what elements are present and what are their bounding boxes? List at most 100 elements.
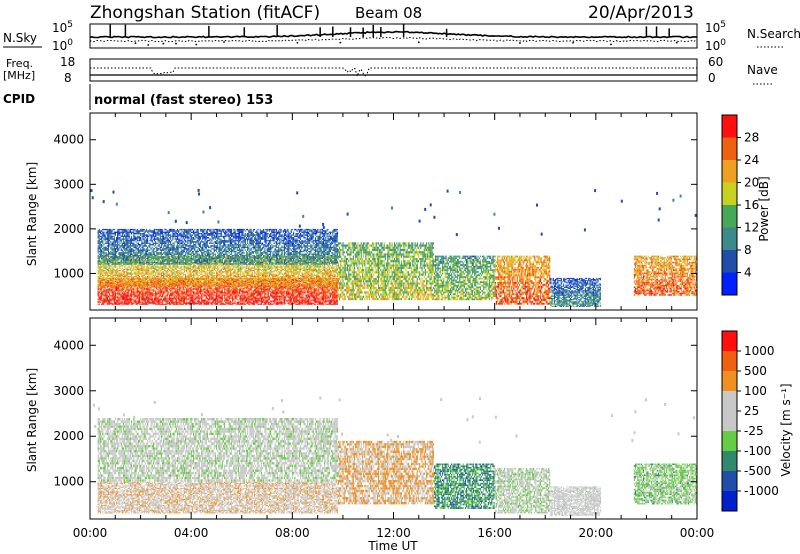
data-cell — [211, 296, 212, 297]
data-cell — [214, 288, 215, 289]
data-cell — [122, 290, 123, 291]
data-cell — [170, 294, 171, 295]
data-cell — [138, 283, 139, 284]
data-cell — [119, 292, 120, 293]
data-cell — [116, 300, 117, 301]
data-cell — [209, 290, 210, 291]
data-cell — [171, 302, 172, 303]
data-cell — [199, 298, 200, 299]
data-cell — [122, 298, 123, 299]
data-cell — [141, 287, 142, 288]
data-cell — [137, 303, 138, 304]
data-cell — [115, 298, 116, 299]
data-cell — [144, 303, 145, 304]
freq-tick-top: 18 — [60, 55, 75, 69]
data-cell — [109, 292, 110, 293]
data-cell — [169, 287, 170, 288]
data-cell — [105, 290, 106, 291]
data-cell — [99, 301, 100, 302]
data-cell — [177, 283, 178, 284]
data-cell — [109, 288, 110, 289]
data-cell — [101, 304, 102, 305]
data-cell — [136, 288, 137, 289]
data-cell — [132, 299, 133, 300]
data-cell — [180, 298, 181, 299]
data-cell — [168, 301, 169, 302]
data-cell — [209, 294, 210, 295]
data-cell — [149, 287, 150, 288]
data-cell — [200, 287, 201, 288]
data-cell — [111, 290, 112, 291]
data-cell — [98, 291, 99, 292]
data-cell — [164, 298, 165, 299]
data-cell — [115, 287, 116, 288]
data-cell — [146, 295, 147, 296]
data-cell — [162, 300, 163, 301]
data-cell — [101, 290, 102, 291]
data-cell — [138, 290, 139, 291]
data-cell — [151, 296, 152, 297]
data-cell — [111, 298, 112, 299]
data-cell — [197, 290, 198, 291]
data-cell — [113, 294, 114, 295]
data-cell — [147, 294, 148, 295]
data-cell — [119, 283, 120, 284]
data-cell — [210, 287, 211, 288]
nave-label: Nave — [747, 63, 778, 77]
data-cell — [213, 304, 214, 305]
data-cell — [100, 298, 101, 299]
data-cell — [211, 292, 212, 293]
data-cell — [124, 287, 125, 288]
data-cell — [126, 294, 127, 295]
data-cell — [151, 302, 152, 303]
data-cell — [206, 295, 207, 296]
data-cell — [182, 287, 183, 288]
data-cell — [117, 298, 118, 299]
nave-tick-top: 60 — [708, 55, 723, 69]
data-cell — [191, 278, 192, 279]
data-cell — [159, 302, 160, 303]
data-cell — [187, 287, 188, 288]
data-cell — [197, 296, 198, 297]
data-cell — [102, 287, 103, 288]
data-cell — [161, 304, 162, 305]
data-cell — [175, 301, 176, 302]
data-cell — [151, 287, 152, 288]
data-cell — [98, 302, 99, 303]
data-cell — [100, 291, 101, 292]
data-cell — [188, 294, 189, 295]
data-cell — [207, 302, 208, 303]
data-cell — [100, 295, 101, 296]
nsearch-trace — [90, 37, 697, 41]
nsky-dip-dot — [572, 42, 574, 44]
data-cell — [175, 288, 176, 289]
data-cell — [119, 303, 120, 304]
data-cell — [198, 291, 199, 292]
data-cell — [106, 298, 107, 299]
data-cell — [105, 292, 106, 293]
data-cell — [125, 293, 126, 294]
data-cell — [183, 291, 184, 292]
nsky-dip-dot — [676, 42, 678, 44]
data-cell — [214, 299, 215, 300]
data-cell — [123, 294, 124, 295]
data-cell — [170, 290, 171, 291]
data-cell — [136, 299, 137, 300]
data-cell — [131, 289, 132, 290]
data-cell — [159, 278, 160, 279]
data-cell — [116, 290, 117, 291]
data-cell — [156, 296, 157, 297]
data-cell — [190, 296, 191, 297]
nsky-dip-dot — [135, 42, 137, 44]
data-cell — [214, 303, 215, 304]
data-cell — [190, 298, 191, 299]
data-cell — [126, 303, 127, 304]
data-cell — [176, 302, 177, 303]
data-cell — [140, 278, 141, 279]
data-cell — [98, 299, 99, 300]
data-cell — [133, 288, 134, 289]
data-cell — [205, 294, 206, 295]
data-cell — [124, 294, 125, 295]
data-cell — [206, 301, 207, 302]
data-cell — [107, 296, 108, 297]
